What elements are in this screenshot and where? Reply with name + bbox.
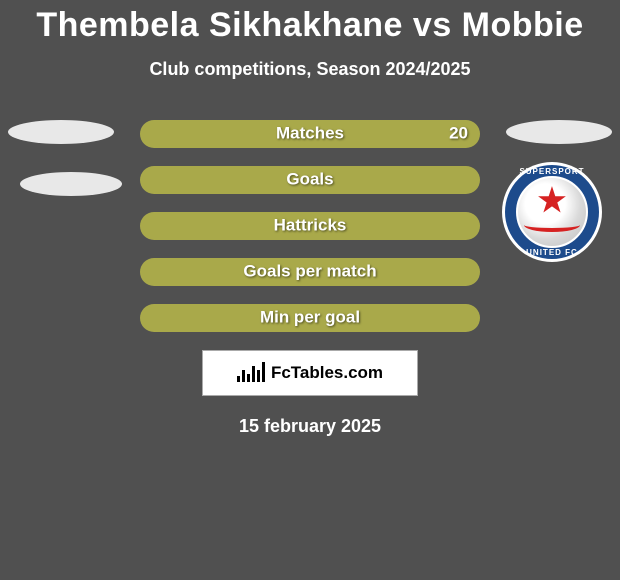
branding-bars-icon xyxy=(237,364,265,382)
page-title: Thembela Sikhakhane vs Mobbie xyxy=(0,0,620,45)
stat-bar-min-per-goal: Min per goal xyxy=(140,304,480,332)
stat-label: Goals per match xyxy=(140,262,480,282)
comparison-stage: ★ SUPERSPORT UNITED FC Matches 20 Goals … xyxy=(0,120,620,437)
stat-value-right: 20 xyxy=(449,124,468,144)
logo-star-icon: ★ xyxy=(538,181,567,219)
stat-bar-hattricks: Hattricks xyxy=(140,212,480,240)
branding-box[interactable]: FcTables.com xyxy=(202,350,418,396)
stat-label: Matches xyxy=(140,124,480,144)
logo-swoosh xyxy=(524,218,580,232)
left-player-placeholder-2 xyxy=(20,172,122,196)
stat-label: Goals xyxy=(140,170,480,190)
stat-label: Min per goal xyxy=(140,308,480,328)
left-player-placeholder-1 xyxy=(8,120,114,144)
right-player-placeholder xyxy=(506,120,612,144)
right-club-logo: ★ SUPERSPORT UNITED FC xyxy=(502,162,602,262)
stat-label: Hattricks xyxy=(140,216,480,236)
branding-label: FcTables.com xyxy=(271,363,383,383)
logo-text-bottom: UNITED FC xyxy=(502,248,602,257)
stat-bar-matches: Matches 20 xyxy=(140,120,480,148)
date-text: 15 february 2025 xyxy=(0,416,620,437)
page-subtitle: Club competitions, Season 2024/2025 xyxy=(0,59,620,80)
logo-text-top: SUPERSPORT xyxy=(502,167,602,176)
stat-bar-goals-per-match: Goals per match xyxy=(140,258,480,286)
stat-bar-goals: Goals xyxy=(140,166,480,194)
